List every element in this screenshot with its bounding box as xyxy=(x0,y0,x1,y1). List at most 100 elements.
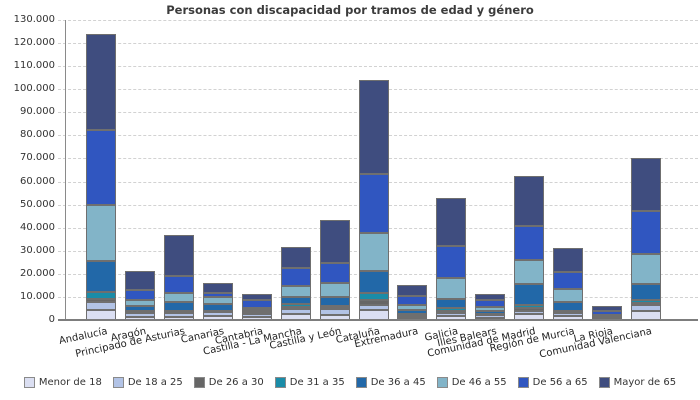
bar-segment[interactable] xyxy=(397,295,428,306)
bar-segment[interactable] xyxy=(319,309,350,315)
bar-segment[interactable] xyxy=(163,302,194,311)
bar-segment[interactable] xyxy=(514,225,545,260)
bar-segment[interactable] xyxy=(319,283,350,298)
bar-segment[interactable] xyxy=(514,308,545,311)
bar-segment[interactable] xyxy=(514,311,545,314)
bar-segment[interactable] xyxy=(202,283,233,294)
bar-segment[interactable] xyxy=(241,307,272,310)
bar-segment[interactable] xyxy=(475,310,506,314)
bar-segment[interactable] xyxy=(124,299,155,306)
bar-segment[interactable] xyxy=(202,297,233,304)
bar-segment[interactable] xyxy=(241,299,272,308)
bar-segment[interactable] xyxy=(553,302,584,311)
bar-segment[interactable] xyxy=(280,306,311,309)
bar-segment[interactable] xyxy=(163,234,194,276)
bar-segment[interactable] xyxy=(280,286,311,297)
legend-label: Mayor de 65 xyxy=(613,377,677,388)
bar-segment[interactable] xyxy=(319,297,350,306)
legend-item[interactable]: De 46 a 55 xyxy=(436,377,507,388)
bar-segment[interactable] xyxy=(553,310,584,313)
bar-segment[interactable] xyxy=(592,316,623,319)
bar-segment[interactable] xyxy=(553,272,584,289)
bar-segment[interactable] xyxy=(86,261,116,292)
legend-label: De 18 a 25 xyxy=(127,377,183,388)
bar-segment[interactable] xyxy=(319,262,350,284)
bar-segment[interactable] xyxy=(631,304,662,311)
y-axis-line xyxy=(64,20,66,320)
bar-segment[interactable] xyxy=(280,268,311,287)
bar-segment[interactable] xyxy=(631,302,662,305)
bar-segment[interactable] xyxy=(124,290,155,300)
bar-segment[interactable] xyxy=(358,299,389,305)
bar-segment[interactable] xyxy=(319,307,350,310)
bar-segment[interactable] xyxy=(280,308,311,314)
bar-segment[interactable] xyxy=(358,293,389,300)
bar-segment[interactable] xyxy=(436,278,467,299)
bar-segment[interactable] xyxy=(202,310,233,313)
bar-segment[interactable] xyxy=(241,309,272,313)
bar-segment[interactable] xyxy=(436,197,467,246)
bar-segment[interactable] xyxy=(436,308,467,311)
bar-segment[interactable] xyxy=(475,313,506,316)
bar-segment[interactable] xyxy=(358,173,389,234)
bar-segment[interactable] xyxy=(631,158,662,211)
bar-segment[interactable] xyxy=(436,310,467,313)
bar-segment[interactable] xyxy=(86,34,116,131)
bar-segment[interactable] xyxy=(280,296,311,305)
bar-segment[interactable] xyxy=(241,293,272,300)
bar-segment[interactable] xyxy=(280,304,311,307)
legend-item[interactable]: Menor de 18 xyxy=(23,377,102,388)
bar-segment[interactable] xyxy=(436,312,467,317)
bar-segment[interactable] xyxy=(202,303,233,311)
bar-segment[interactable] xyxy=(397,314,428,316)
bar-segment[interactable] xyxy=(202,293,233,298)
bar-segment[interactable] xyxy=(86,302,116,311)
bar-segment[interactable] xyxy=(514,175,545,226)
bar-segment[interactable] xyxy=(397,310,428,314)
bar-segment[interactable] xyxy=(592,314,623,317)
bar-segment[interactable] xyxy=(124,305,155,311)
bar-segment[interactable] xyxy=(436,298,467,309)
bar-segment[interactable] xyxy=(436,245,467,278)
bar-segment[interactable] xyxy=(163,275,194,294)
bar-segment[interactable] xyxy=(553,288,584,303)
bar-segment[interactable] xyxy=(86,291,116,299)
bar-segment[interactable] xyxy=(592,306,623,312)
legend-item[interactable]: Mayor de 65 xyxy=(598,377,677,388)
bar-segment[interactable] xyxy=(319,305,350,308)
bar-segment[interactable] xyxy=(397,305,428,311)
bar-segment[interactable] xyxy=(631,254,662,284)
legend-item[interactable]: De 26 a 30 xyxy=(193,377,264,388)
bar-segment[interactable] xyxy=(124,310,155,313)
bar-segment[interactable] xyxy=(358,270,389,294)
bar-segment[interactable] xyxy=(631,284,662,301)
bar-segment[interactable] xyxy=(319,219,350,263)
legend-item[interactable]: De 18 a 25 xyxy=(112,377,183,388)
bar-segment[interactable] xyxy=(124,270,155,290)
bar-segment[interactable] xyxy=(475,306,506,311)
bar-segment[interactable] xyxy=(631,300,662,303)
bar-segment[interactable] xyxy=(358,80,389,174)
bar-segment[interactable] xyxy=(514,305,545,308)
bar-segment[interactable] xyxy=(358,305,389,311)
bar-segment[interactable] xyxy=(163,310,194,313)
bar-segment[interactable] xyxy=(86,130,116,206)
bar-segment[interactable] xyxy=(553,248,584,273)
bar-segment[interactable] xyxy=(475,293,506,300)
legend-item[interactable]: De 31 a 35 xyxy=(274,377,345,388)
bar-segment[interactable] xyxy=(397,285,428,296)
bar-segment[interactable] xyxy=(358,233,389,271)
bar-segment[interactable] xyxy=(631,210,662,255)
bar-segment[interactable] xyxy=(475,299,506,307)
legend-item[interactable]: De 56 a 65 xyxy=(517,377,588,388)
bar-segment[interactable] xyxy=(514,284,545,305)
bar-segment[interactable] xyxy=(86,298,116,303)
bar-segment[interactable] xyxy=(86,205,116,262)
bar-segment[interactable] xyxy=(592,311,623,315)
bar-segment[interactable] xyxy=(280,247,311,269)
bar-segment[interactable] xyxy=(514,260,545,284)
bar-segment[interactable] xyxy=(163,293,194,303)
bar-segment[interactable] xyxy=(241,312,272,315)
legend-item[interactable]: De 36 a 45 xyxy=(355,377,426,388)
